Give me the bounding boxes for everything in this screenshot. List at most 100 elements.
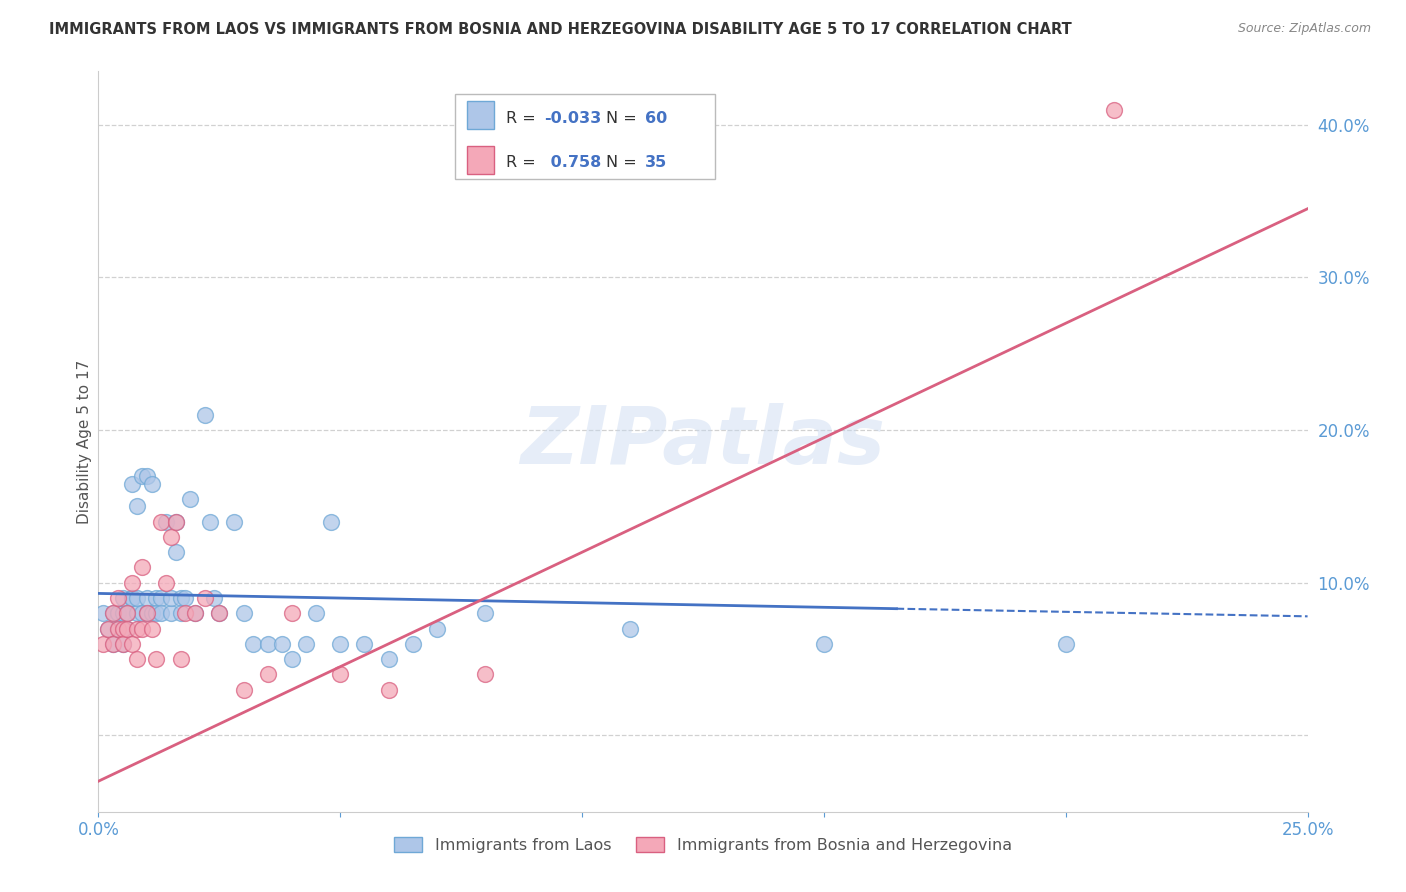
Point — [127, 652, 149, 666]
Point — [135, 607, 157, 621]
Point — [111, 607, 134, 621]
Point — [232, 682, 254, 697]
Point — [281, 607, 304, 621]
Point — [179, 491, 201, 506]
Point — [121, 476, 143, 491]
Point — [198, 515, 221, 529]
Text: R =: R = — [506, 111, 541, 126]
Point — [121, 637, 143, 651]
Point — [155, 575, 177, 590]
Legend: Immigrants from Laos, Immigrants from Bosnia and Herzegovina: Immigrants from Laos, Immigrants from Bo… — [387, 830, 1019, 859]
Point — [121, 575, 143, 590]
Point — [127, 607, 149, 621]
Point — [169, 607, 191, 621]
Point — [111, 637, 134, 651]
Text: R =: R = — [506, 155, 541, 169]
Point — [91, 637, 114, 651]
Point — [1102, 103, 1125, 117]
Point — [101, 607, 124, 621]
Point — [111, 637, 134, 651]
Point — [97, 622, 120, 636]
Point — [141, 607, 163, 621]
Point — [127, 591, 149, 605]
Text: IMMIGRANTS FROM LAOS VS IMMIGRANTS FROM BOSNIA AND HERZEGOVINA DISABILITY AGE 5 : IMMIGRANTS FROM LAOS VS IMMIGRANTS FROM … — [49, 22, 1071, 37]
Point — [117, 622, 139, 636]
Point — [194, 591, 217, 605]
Text: 0.758: 0.758 — [544, 155, 600, 169]
Point — [135, 607, 157, 621]
Point — [474, 667, 496, 681]
Point — [107, 622, 129, 636]
Point — [377, 652, 399, 666]
Point — [160, 591, 183, 605]
Point — [222, 515, 245, 529]
Point — [174, 607, 197, 621]
FancyBboxPatch shape — [456, 94, 716, 178]
Point — [131, 560, 153, 574]
Point — [169, 652, 191, 666]
Point — [101, 607, 124, 621]
Text: Source: ZipAtlas.com: Source: ZipAtlas.com — [1237, 22, 1371, 36]
Point — [121, 591, 143, 605]
Point — [208, 607, 231, 621]
Text: ZIPatlas: ZIPatlas — [520, 402, 886, 481]
Point — [329, 667, 352, 681]
Point — [208, 607, 231, 621]
Point — [145, 591, 167, 605]
Point — [619, 622, 641, 636]
Point — [107, 607, 129, 621]
Point — [107, 591, 129, 605]
Point — [117, 622, 139, 636]
Point — [295, 637, 318, 651]
Point — [256, 637, 278, 651]
Point — [232, 607, 254, 621]
Point — [402, 637, 425, 651]
Point — [184, 607, 207, 621]
Point — [813, 637, 835, 651]
Point — [353, 637, 375, 651]
Point — [256, 667, 278, 681]
Point — [150, 591, 173, 605]
Point — [426, 622, 449, 636]
Point — [150, 607, 173, 621]
Text: N =: N = — [606, 155, 643, 169]
Point — [101, 637, 124, 651]
Point — [281, 652, 304, 666]
Point — [135, 591, 157, 605]
Point — [117, 607, 139, 621]
Point — [117, 607, 139, 621]
Point — [271, 637, 294, 651]
Point — [145, 607, 167, 621]
Point — [111, 591, 134, 605]
Y-axis label: Disability Age 5 to 17: Disability Age 5 to 17 — [77, 359, 91, 524]
Point — [111, 622, 134, 636]
Point — [174, 591, 197, 605]
Point — [131, 622, 153, 636]
Point — [165, 515, 187, 529]
Point — [474, 607, 496, 621]
Point — [135, 469, 157, 483]
Text: N =: N = — [606, 111, 643, 126]
Bar — [467, 145, 494, 174]
Point — [155, 515, 177, 529]
Point — [107, 622, 129, 636]
Point — [305, 607, 328, 621]
Point — [160, 530, 183, 544]
Text: -0.033: -0.033 — [544, 111, 602, 126]
Point — [121, 591, 143, 605]
Point — [127, 622, 149, 636]
Point — [165, 545, 187, 559]
Point — [127, 500, 149, 514]
Point — [91, 607, 114, 621]
Point — [150, 515, 173, 529]
Point — [131, 469, 153, 483]
Point — [131, 607, 153, 621]
Point — [145, 652, 167, 666]
Point — [319, 515, 342, 529]
Point — [101, 637, 124, 651]
Point — [160, 607, 183, 621]
Bar — [467, 101, 494, 129]
Text: 60: 60 — [645, 111, 668, 126]
Point — [97, 622, 120, 636]
Point — [1054, 637, 1077, 651]
